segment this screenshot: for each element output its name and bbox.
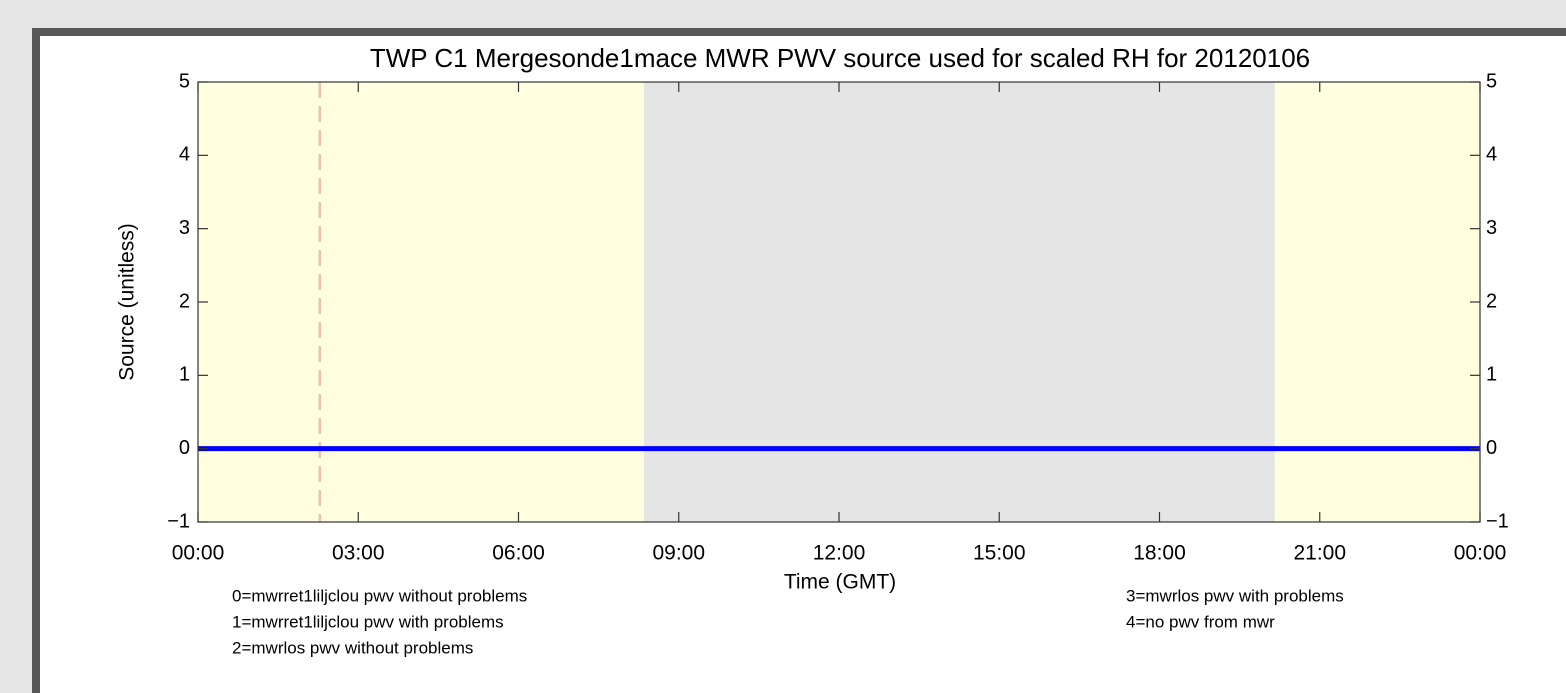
x-tick-label: 21:00	[1293, 542, 1346, 565]
y-tick-label: −1	[167, 510, 190, 532]
x-tick-label: 00:00	[1454, 542, 1507, 565]
x-tick-label: 12:00	[813, 542, 866, 565]
x-tick-label: 00:00	[172, 542, 225, 565]
chart-title: TWP C1 Mergesonde1mace MWR PWV source us…	[370, 43, 1310, 73]
y-tick-label: 5	[179, 70, 190, 92]
y2-tick-label: 2	[1486, 290, 1497, 312]
y-tick-label: 0	[179, 437, 190, 459]
legend-note: 4=no pwv from mwr	[1126, 612, 1275, 631]
x-tick-label: 06:00	[492, 542, 545, 565]
y2-tick-label: 4	[1486, 144, 1497, 166]
y-axis-label: Source (unitless)	[116, 223, 139, 381]
shaded-region	[644, 82, 1275, 522]
x-tick-label: 15:00	[973, 542, 1026, 565]
shaded-region	[198, 82, 645, 522]
x-axis-label: Time (GMT)	[784, 571, 896, 594]
x-tick-label: 18:00	[1133, 542, 1186, 565]
y2-tick-label: 3	[1486, 217, 1497, 239]
y-tick-label: 4	[179, 144, 190, 166]
legend-note: 2=mwrlos pwv without problems	[232, 638, 473, 657]
legend-note: 0=mwrret1liljclou pwv without problems	[232, 586, 527, 605]
y2-tick-label: −1	[1486, 510, 1509, 532]
y-tick-label: 2	[179, 290, 190, 312]
y-tick-label: 3	[179, 217, 190, 239]
y-tick-label: 1	[179, 364, 190, 386]
x-tick-label: 03:00	[332, 542, 385, 565]
shaded-region	[1274, 82, 1480, 522]
legend-note: 3=mwrlos pwv with problems	[1126, 586, 1344, 605]
y2-tick-label: 1	[1486, 364, 1497, 386]
x-tick-label: 09:00	[652, 542, 705, 565]
legend-note: 1=mwrret1liljclou pwv with problems	[232, 612, 504, 631]
y2-tick-label: 5	[1486, 70, 1497, 92]
y2-tick-label: 0	[1486, 437, 1497, 459]
